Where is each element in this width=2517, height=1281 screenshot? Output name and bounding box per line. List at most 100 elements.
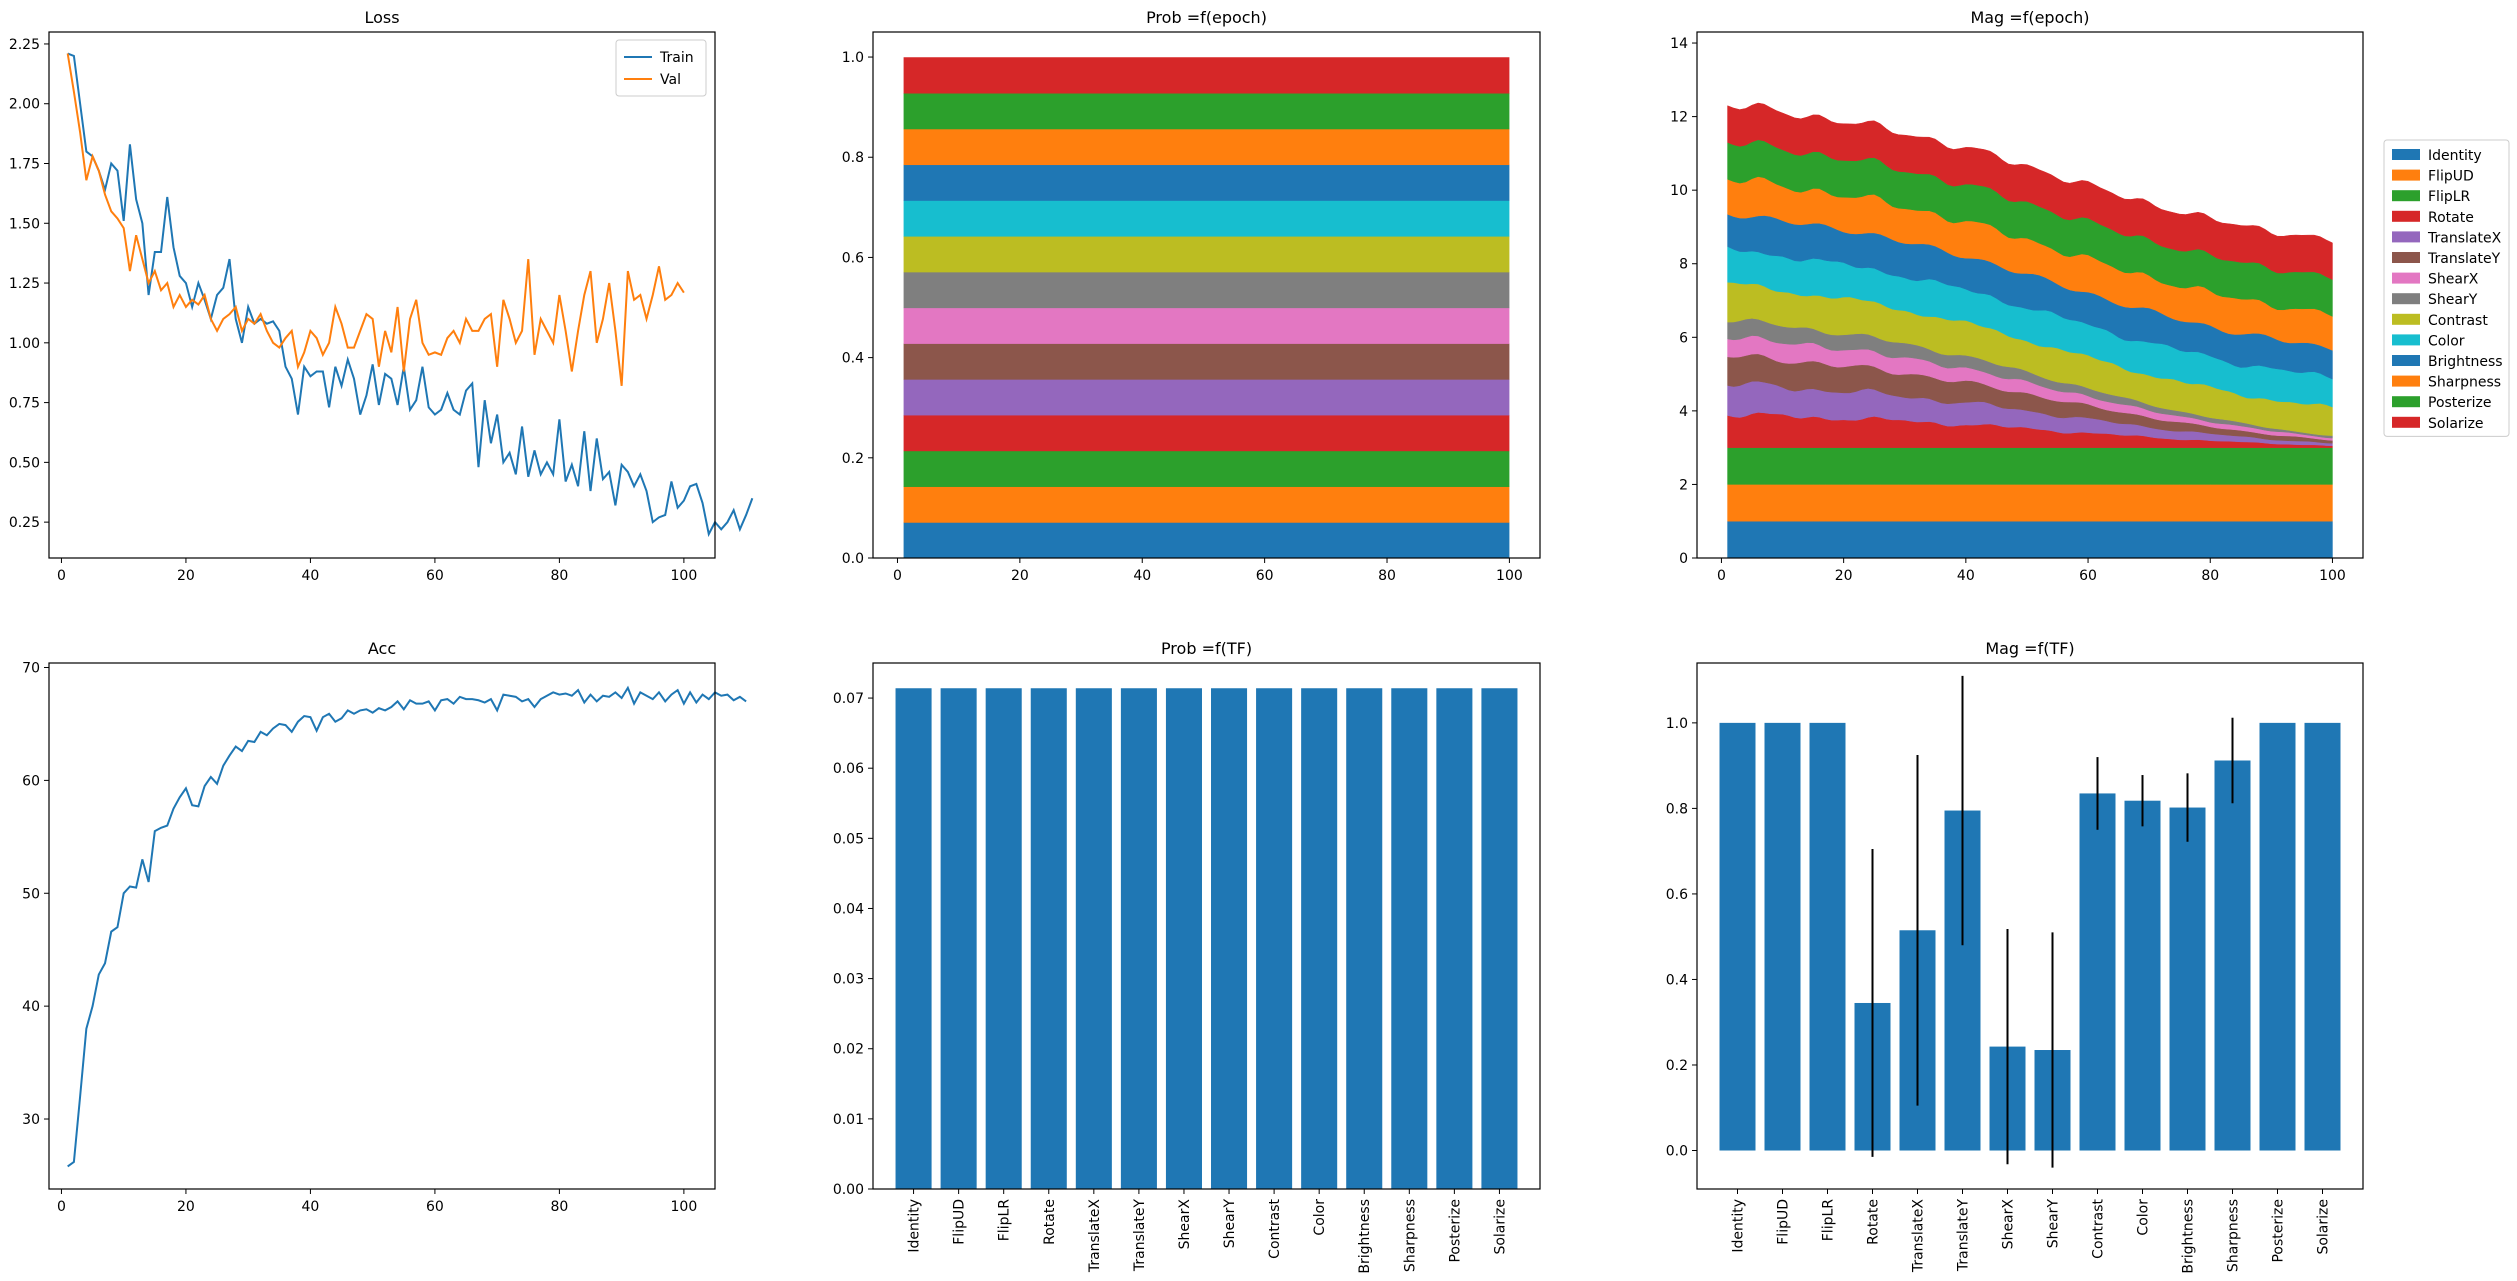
legend-swatch	[2392, 355, 2420, 366]
bar-shearx	[1165, 688, 1202, 1189]
y-tick-label: 0.4	[1666, 972, 1688, 988]
x-tick-label: 60	[426, 1199, 444, 1215]
area-layer-fliplr	[1727, 447, 2333, 485]
legend-swatch	[2392, 210, 2420, 222]
x-tick-label: FlipLR	[997, 1199, 1013, 1242]
area-layer-brightness	[903, 164, 1510, 201]
chart-title: Loss	[364, 8, 399, 27]
bar-sheary	[1211, 688, 1248, 1189]
prob-epoch-chart: Prob =f(epoch) 0.0 0.2 0.4 0.6 0.8 1.0 0 20 40 60 8…	[842, 8, 1541, 584]
bar-posterize	[2259, 722, 2296, 1151]
y-tick-label: 1.50	[9, 216, 40, 232]
x-tick-label: Posterize	[1447, 1199, 1463, 1263]
x-tick-label: 40	[302, 1199, 320, 1215]
y-tick-label: 70	[22, 661, 40, 677]
chart-title: Prob =f(TF)	[1161, 639, 1252, 658]
x-tick-label: 100	[1496, 568, 1523, 584]
x-tick-label: Solarize	[2316, 1199, 2332, 1255]
y-tick-label: 0.00	[833, 1182, 864, 1198]
y-tick-label: 14	[1670, 36, 1688, 52]
area-layer-color	[903, 200, 1510, 237]
area-layer-solarize	[1727, 102, 2333, 281]
bar-posterize	[1436, 688, 1473, 1189]
y-tick-label: 0	[1679, 551, 1688, 567]
x-tick-label: TranslateY	[1956, 1199, 1972, 1273]
x-tick-label: 20	[1835, 568, 1853, 584]
y-tick-label: 4	[1679, 404, 1688, 420]
y-tick-label: 0.50	[9, 455, 40, 471]
x-tick-label: Rotate	[1042, 1199, 1058, 1245]
mag-tf-chart: Mag =f(TF) 0.0 0.2 0.4 0.6 0.8 1.0 Identity Flip…	[1666, 639, 2364, 1274]
chart-title: Mag =f(TF)	[1985, 639, 2074, 658]
y-tick-label: 0.25	[9, 515, 40, 531]
bar-translatex	[1075, 688, 1112, 1189]
x-tick-label: Color	[2136, 1199, 2152, 1236]
y-tick-label: 40	[22, 999, 40, 1015]
y-tick-label: 60	[22, 773, 40, 789]
bar-identity	[895, 688, 932, 1189]
legend-swatch	[2392, 252, 2420, 263]
y-tick-label: 8	[1679, 257, 1688, 273]
legend-entry: FlipUD	[2428, 169, 2474, 185]
x-tick-label: 40	[302, 568, 320, 584]
x-tick-label: 0	[1717, 568, 1726, 584]
chart-title: Acc	[368, 639, 396, 658]
bar-solarize	[1481, 688, 1518, 1189]
y-tick-label: 0.06	[833, 761, 864, 777]
x-tick-label: ShearY	[2046, 1199, 2062, 1249]
legend: Identity FlipUD FlipLR Rotate TranslateX Tran…	[2383, 139, 2510, 437]
legend: Train Val	[615, 39, 707, 97]
legend-entry: ShearY	[2428, 292, 2478, 308]
bar-color	[2124, 800, 2161, 1151]
axes-frame	[1696, 31, 2364, 559]
x-tick-label: 100	[671, 1199, 698, 1215]
x-tick-label: 80	[1378, 568, 1396, 584]
x-tick-label: Sharpness	[2226, 1199, 2242, 1272]
y-tick-label: 0.4	[842, 351, 864, 367]
legend-entry: Brightness	[2428, 354, 2503, 370]
x-tick-label: TranslateX	[1911, 1199, 1927, 1274]
x-tick-label: Contrast	[1267, 1198, 1283, 1258]
legend-swatch	[2392, 396, 2420, 408]
chart-title: Mag =f(epoch)	[1970, 8, 2089, 27]
bar-solarize	[2304, 722, 2341, 1151]
series-line-val	[66, 53, 685, 386]
y-tick-label: 2	[1679, 477, 1688, 493]
x-tick-label: ShearY	[1222, 1199, 1238, 1249]
y-tick-label: 6	[1679, 330, 1688, 346]
bar-translatey	[1120, 688, 1157, 1189]
x-tick-label: 0	[57, 1199, 66, 1215]
y-tick-label: 50	[22, 886, 40, 902]
bar-fliplr	[1809, 722, 1846, 1151]
area-layer-flipud	[903, 486, 1510, 523]
legend-entry: ShearX	[2428, 272, 2479, 288]
legend-swatch	[2392, 293, 2420, 305]
legend-entry: Sharpness	[2428, 375, 2501, 391]
area-layer-identity	[903, 522, 1510, 559]
y-tick-label: 0.6	[842, 250, 864, 266]
legend-entry: Color	[2428, 333, 2465, 349]
area-layer-contrast	[903, 236, 1510, 273]
x-tick-label: Solarize	[1492, 1199, 1508, 1255]
x-tick-label: FlipUD	[1776, 1199, 1792, 1245]
y-tick-label: 0.0	[1666, 1144, 1688, 1160]
x-tick-label: Posterize	[2271, 1199, 2287, 1263]
legend-entry: Train	[659, 50, 694, 66]
area-layer-sharpness	[903, 128, 1510, 166]
x-tick-label: 0	[57, 568, 66, 584]
legend-entry: FlipLR	[2428, 189, 2471, 205]
bar-identity	[1719, 722, 1756, 1151]
bar-sharpness	[1391, 688, 1428, 1189]
legend-swatch	[2392, 231, 2420, 243]
x-tick-label: 0	[893, 568, 902, 584]
legend-entry: Rotate	[2428, 210, 2474, 226]
bar-fliplr	[985, 688, 1022, 1189]
y-tick-label: 12	[1670, 110, 1688, 126]
area-layer-posterize	[903, 93, 1510, 130]
loss-chart: Loss 0.25 0.50 0.75 1.00 1.25 1.50 1.75 2.00 2.25…	[9, 8, 754, 584]
legend-entry: Val	[660, 72, 681, 88]
legend-entry: TranslateY	[2427, 251, 2501, 267]
x-tick-label: Color	[1312, 1199, 1328, 1236]
x-tick-label: 40	[1133, 568, 1151, 584]
legend-entry: Posterize	[2428, 395, 2492, 411]
